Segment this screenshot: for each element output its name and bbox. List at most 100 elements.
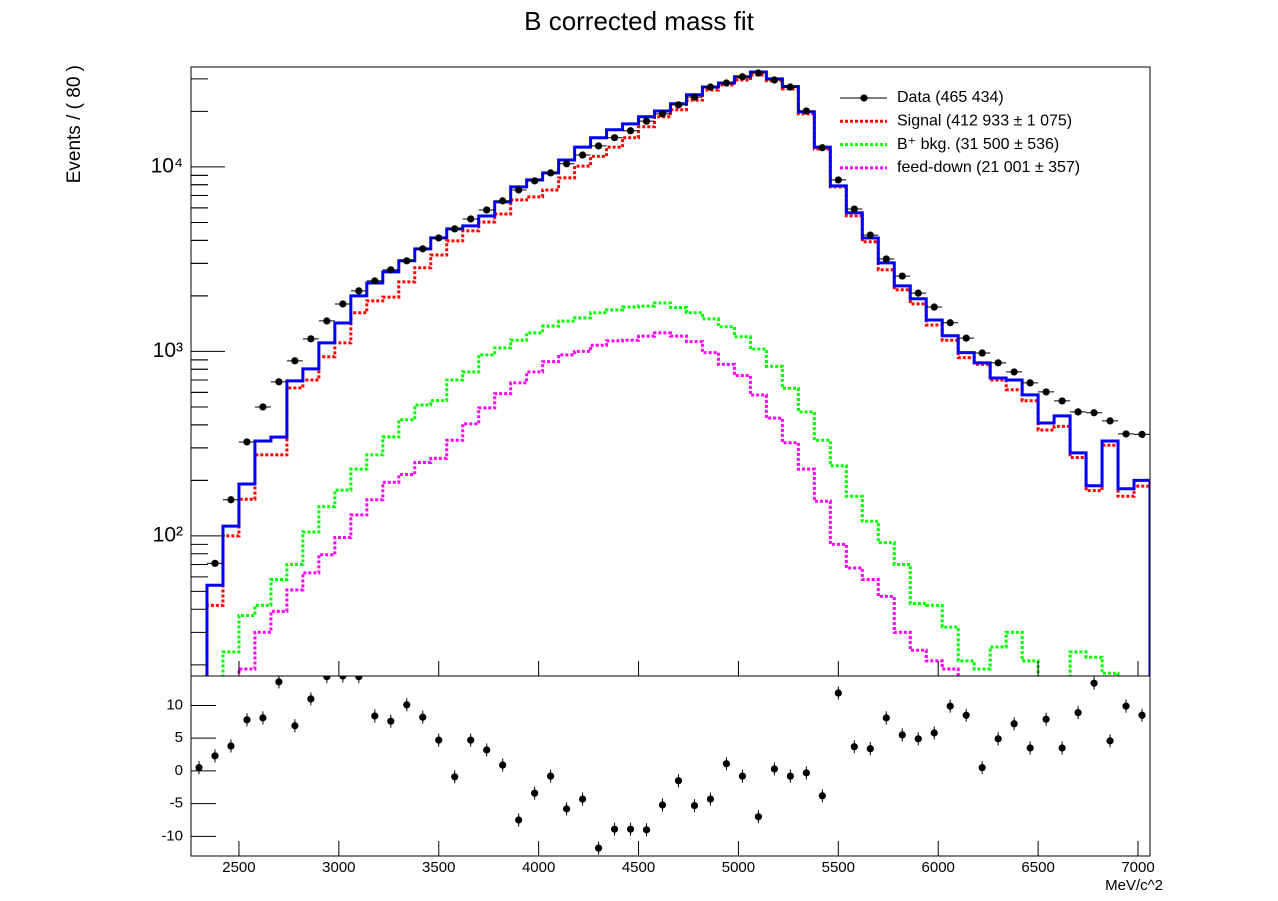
pull-point: [243, 716, 251, 724]
data-point: [451, 225, 459, 233]
data-point: [563, 160, 571, 168]
data-point: [403, 257, 411, 265]
data-point: [690, 93, 699, 101]
data-point: [1026, 379, 1034, 387]
pull-point: [355, 676, 363, 681]
data-point: [1122, 430, 1130, 438]
y-tick-label: 10³: [153, 339, 183, 362]
data-point: [914, 289, 922, 297]
pull-point: [1042, 715, 1050, 723]
pull-point: [563, 805, 571, 813]
legend-label: B⁺ bkg. (31 500 ± 536): [897, 136, 1059, 153]
x-tick-label: 3500: [422, 859, 455, 876]
data-point: [850, 205, 858, 213]
pull-point: [658, 801, 667, 809]
x-tick-label: 4500: [622, 859, 655, 876]
data-point: [946, 319, 954, 327]
pull-point: [770, 765, 778, 773]
data-point: [1090, 409, 1098, 417]
data-point: [930, 303, 938, 311]
pull-point: [802, 769, 810, 777]
data-point: [1010, 368, 1018, 376]
pull-point: [882, 714, 890, 722]
data-point: [1058, 397, 1066, 405]
data-point: [387, 266, 395, 274]
pull-point: [1010, 720, 1018, 728]
pull-point: [898, 731, 906, 739]
data-point: [610, 134, 619, 142]
data-point: [802, 107, 810, 115]
pull-frame: [190, 675, 1151, 857]
pull-point: [1122, 702, 1130, 710]
data-point: [1106, 417, 1114, 425]
x-tick-label: 5500: [822, 859, 855, 876]
pull-point: [1026, 744, 1034, 752]
y-tick-label: 10²: [153, 523, 183, 546]
y-tick-label: 10⁴: [151, 154, 183, 177]
data-point: [227, 496, 235, 504]
pull-point: [403, 701, 411, 709]
data-point: [962, 334, 970, 342]
data-point: [642, 117, 651, 125]
pull-point: [435, 736, 443, 744]
data-point: [738, 73, 747, 81]
pull-point: [195, 764, 203, 772]
pull-point: [818, 792, 826, 800]
pull-point: [307, 695, 315, 703]
data-point: [658, 110, 667, 118]
data-point: [547, 169, 555, 177]
data-point: [483, 206, 491, 214]
pull-point: [786, 772, 794, 780]
data-point: [578, 151, 587, 159]
x-tick-label: 3000: [322, 859, 355, 876]
y-tick-label: -10: [161, 827, 183, 844]
x-tick-label: 5000: [722, 859, 755, 876]
pull-point: [1074, 709, 1082, 717]
pull-point: [451, 773, 459, 781]
pull-point: [626, 825, 635, 833]
pull-point: [515, 816, 523, 824]
data-point: [1138, 430, 1146, 438]
pull-point: [227, 742, 235, 750]
pull-point: [1058, 744, 1066, 752]
pull-point: [610, 825, 619, 833]
data-point: [978, 349, 986, 357]
pull-point: [914, 735, 922, 743]
data-point: [531, 177, 539, 185]
pull-point: [866, 745, 874, 753]
pull-point: [1138, 711, 1146, 719]
pull-point: [578, 795, 587, 803]
pull-point: [754, 813, 763, 821]
pull-point: [1106, 737, 1114, 745]
pull-point: [722, 760, 731, 768]
pull-point: [738, 772, 747, 780]
legend-label: feed-down (21 001 ± 357): [897, 159, 1080, 176]
data-point: [323, 317, 331, 325]
pull-point: [674, 777, 683, 785]
data-point: [355, 287, 363, 295]
pull-point: [259, 714, 267, 722]
pull-point: [499, 761, 507, 769]
data-point: [898, 272, 906, 280]
pull-point: [291, 722, 299, 730]
x-tick-label: 4000: [522, 859, 555, 876]
step-line: [237, 331, 960, 676]
y-axis-label: Events / ( 80 ): [64, 65, 85, 183]
x-tick-label: 6500: [1021, 859, 1054, 876]
data-point: [818, 144, 826, 152]
legend-label: Signal (412 933 ± 1 075): [897, 113, 1072, 130]
data-point: [419, 245, 427, 253]
pull-point: [275, 678, 283, 686]
pull-point: [594, 844, 603, 852]
y-tick-label: -5: [170, 795, 183, 812]
pull-point: [834, 689, 842, 697]
pull-point: [994, 735, 1002, 743]
pull-point: [946, 702, 954, 710]
data-point: [307, 335, 315, 343]
data-point: [371, 277, 379, 285]
pull-point: [1090, 679, 1098, 687]
pull-point: [371, 712, 379, 720]
pull-point: [531, 789, 539, 797]
